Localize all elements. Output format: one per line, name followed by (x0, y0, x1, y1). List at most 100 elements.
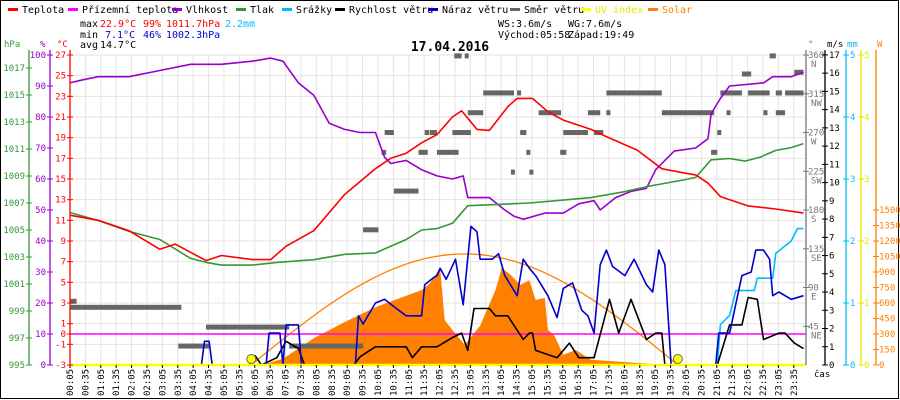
x-tick-label: 03:35 (174, 369, 184, 396)
solar-tick-label: 300 (879, 330, 895, 340)
stat-wind-gust: WG:7.6m/s (568, 19, 622, 30)
wind-direction-tick-sublabel: NE (811, 331, 822, 341)
x-tick-label: 11:05 (405, 369, 415, 396)
axis-title-degC: °C (57, 40, 68, 50)
stat-avg-label: avg (80, 40, 98, 51)
solar-tick-label: 1350 (879, 222, 900, 232)
stat-sunset: Západ:19:49 (568, 29, 634, 41)
x-tick-label: 01:05 (97, 369, 107, 396)
axis-title-pct: % (40, 40, 46, 50)
legend-label-wind-speed: Rychlost větru (349, 4, 433, 16)
wind-direction-mark (606, 90, 662, 96)
sun-marker (246, 354, 257, 364)
wind-direction-mark (563, 130, 588, 136)
wind-direction-mark (720, 90, 742, 96)
hpa-tick-label: 1003 (3, 253, 25, 263)
stat-min-label: min (80, 30, 98, 41)
temperature-tick-label: 25 (55, 72, 66, 82)
humidity-tick-label: 90 (35, 82, 46, 92)
hpa-tick-label: 1017 (3, 64, 25, 74)
wind-direction-mark (526, 149, 531, 155)
sun-marker (672, 354, 683, 364)
humidity-tick-label: 50 (35, 206, 46, 216)
axes-layer: 00:05 00:35 01:05 01:35 02:05 02:35 03:05 03:35… (3, 40, 900, 396)
wind-speed-tick-label: 14 (829, 106, 840, 116)
wind-direction-mark (517, 90, 522, 96)
wind-speed-tick-label: 15 (829, 87, 840, 97)
wind-direction-mark (178, 343, 210, 349)
temperature-tick-label: 9 (61, 237, 66, 247)
legend-label-ground-temp: Přízemní teplota (82, 4, 178, 16)
temperature-tick-label: 0 (61, 330, 66, 340)
wind-direction-mark (538, 110, 558, 116)
wind-direction-mark (529, 169, 534, 175)
solar-tick-label: 750 (879, 284, 895, 294)
stat-sunrise: Východ:05:58 (498, 29, 570, 41)
humidity-tick-label: 0 (41, 361, 46, 371)
wind-direction-mark (775, 110, 786, 116)
rain-tick-label: 5 (850, 51, 855, 61)
wind-direction-mark (794, 69, 804, 75)
hpa-tick-label: 1011 (3, 145, 25, 155)
wind-direction-mark (424, 130, 430, 136)
wind-direction-mark (429, 130, 437, 136)
humidity-tick-label: 40 (35, 237, 46, 247)
temperature-tick-label: 7 (61, 258, 66, 268)
wind-direction-mark (763, 110, 768, 116)
legend-label-teplota: Teplota (22, 5, 64, 16)
legend-label-rain: Srážky (296, 4, 332, 16)
wind-direction-mark (741, 71, 752, 77)
temperature-tick-label: -1 (55, 340, 66, 350)
x-tick-label: 07:05 (282, 369, 292, 396)
series-vlhkost (69, 57, 804, 221)
x-tick-label: 22:05 (744, 369, 754, 396)
x-tick-label: 13:05 (466, 369, 476, 396)
legend-label-uv: UV index (595, 5, 643, 16)
x-tick-label: 12:05 (436, 369, 446, 396)
x-tick-label: 20:35 (697, 369, 707, 396)
humidity-tick-label: 70 (35, 144, 46, 154)
x-tick-label: 14:05 (497, 369, 507, 396)
wind-direction-mark (520, 130, 527, 136)
wind-direction-tick-sublabel: NW (811, 99, 822, 109)
wind-direction-mark (452, 130, 471, 136)
solar-tick-label: 600 (879, 299, 895, 309)
legend-swatch-ground-temp (68, 8, 78, 11)
wind-direction-mark (418, 149, 428, 155)
wind-direction-mark (464, 53, 469, 59)
wind-speed-tick-label: 13 (829, 124, 840, 134)
wind-speed-tick-label: 0 (829, 361, 834, 371)
wind-direction-mark (775, 90, 782, 96)
stats-block: max 22.9°C 99% 1011.7hPa 2.2mm min 7.1°C… (80, 19, 634, 51)
legend-swatch-uv (581, 8, 591, 11)
solar-tick-label: 900 (879, 268, 895, 278)
humidity-tick-label: 10 (35, 330, 46, 340)
x-tick-label: 18:05 (620, 369, 630, 396)
rain-tick-label: 1 (850, 299, 855, 309)
solar-tick-label: 1500 (879, 206, 900, 216)
wind-direction-tick-label: 180 (808, 206, 824, 216)
uv-tick-label: 1 (864, 299, 869, 309)
temperature-tick-label: 15 (55, 175, 66, 185)
x-tick-label: 03:05 (158, 369, 168, 396)
x-tick-label: 17:35 (605, 369, 615, 396)
wind-direction-mark (384, 130, 394, 136)
x-tick-label: 22:35 (759, 369, 769, 396)
wind-direction-mark (661, 110, 715, 116)
solar-tick-label: 1200 (879, 237, 900, 247)
wind-speed-tick-label: 6 (829, 252, 834, 262)
wind-direction-mark (717, 130, 722, 136)
temperature-tick-label: 27 (55, 51, 66, 61)
solar-tick-label: 450 (879, 315, 895, 325)
x-tick-label: 13:35 (482, 369, 492, 396)
x-tick-label: 23:35 (790, 369, 800, 396)
stat-max-label: max (80, 19, 98, 30)
wind-speed-tick-label: 12 (829, 142, 840, 152)
wind-direction-tick-sublabel: SW (811, 176, 822, 186)
wind-direction-mark (437, 149, 459, 155)
x-tick-label: 05:35 (235, 369, 245, 396)
wind-speed-tick-label: 9 (829, 197, 834, 207)
wind-speed-tick-label: 1 (829, 343, 834, 353)
